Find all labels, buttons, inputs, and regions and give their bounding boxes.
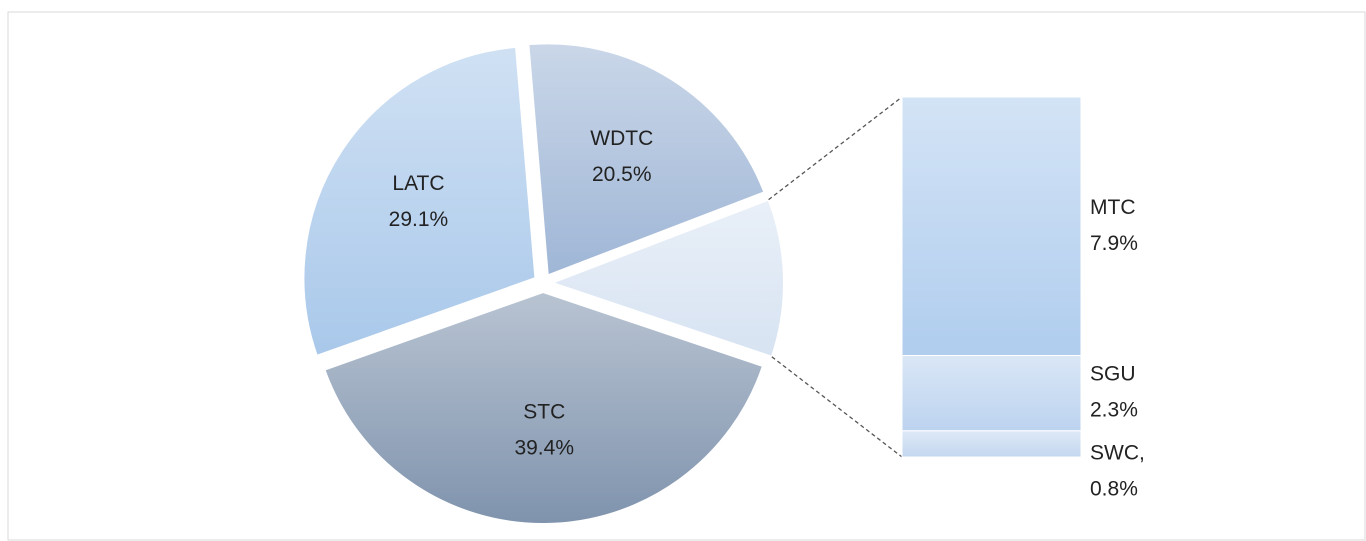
bar-value-label: 7.9% xyxy=(1090,232,1138,255)
pie-slice xyxy=(527,42,766,277)
slice-label: WDTC xyxy=(590,127,653,150)
bar-segment xyxy=(901,430,1082,458)
bar-label: SWC, xyxy=(1090,442,1145,465)
slice-value-label: 20.5% xyxy=(592,163,652,186)
pie-slice xyxy=(302,45,537,358)
bar-segment xyxy=(901,96,1082,357)
slice-value-label: 39.4% xyxy=(514,437,574,460)
slice-label: LATC xyxy=(392,172,444,195)
pie-slice xyxy=(323,290,765,525)
slice-label: STC xyxy=(523,401,565,424)
connector xyxy=(771,356,903,458)
bar-label: SGU xyxy=(1090,363,1136,386)
pie-slice-other xyxy=(549,198,785,359)
slice-value-label: 29.1% xyxy=(389,208,449,231)
bar-value-label: 0.8% xyxy=(1090,478,1138,501)
bar-segment xyxy=(901,355,1082,432)
connector xyxy=(768,96,903,201)
bar-label: MTC xyxy=(1090,196,1136,219)
bar-value-label: 2.3% xyxy=(1090,399,1138,422)
